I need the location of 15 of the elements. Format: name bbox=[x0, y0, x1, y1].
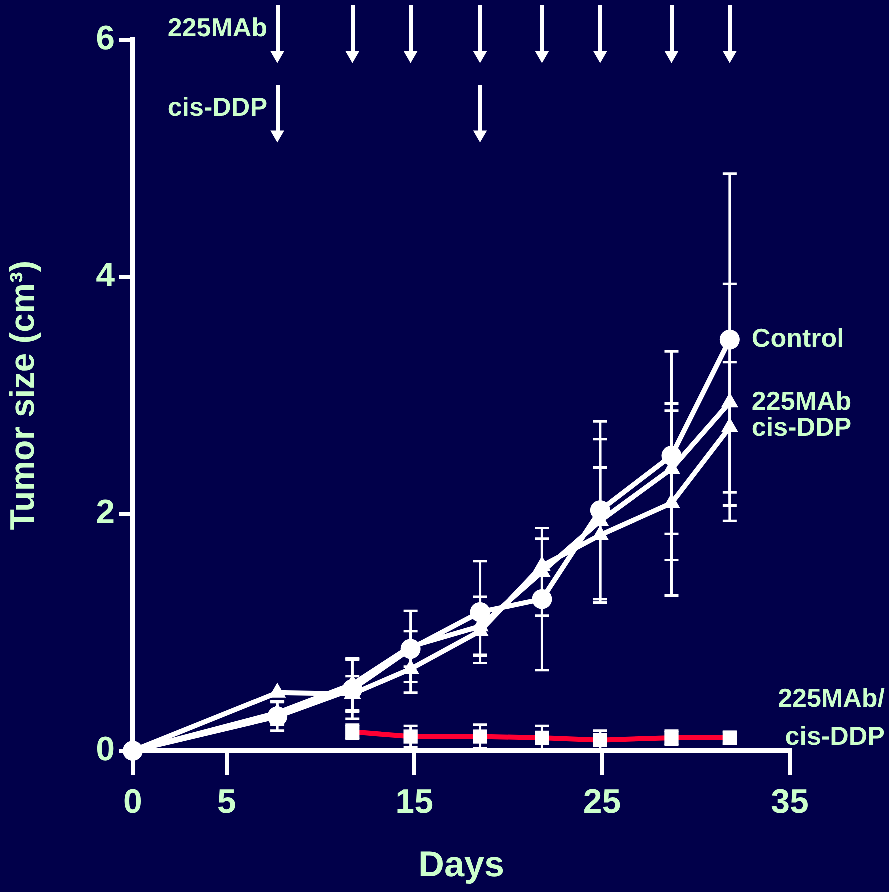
y-tick-label: 0 bbox=[96, 730, 115, 768]
y-axis-title: Tumor size (cm³) bbox=[4, 260, 42, 530]
series-label: 225MAb/cis-DDP bbox=[778, 683, 885, 752]
x-tick-label: 5 bbox=[217, 782, 236, 821]
y-tick-label: 2 bbox=[96, 493, 115, 532]
annotation: 225MAb bbox=[168, 12, 268, 43]
y-tick-label: 4 bbox=[96, 256, 116, 294]
series-label: Control bbox=[752, 322, 844, 353]
annotation: cis-DDP bbox=[168, 92, 268, 122]
x-tick-label: 35 bbox=[771, 782, 809, 821]
x-tick-label: 25 bbox=[583, 782, 622, 821]
x-tick-label: 15 bbox=[396, 782, 434, 821]
y-tick-label: 6 bbox=[96, 19, 115, 58]
x-tick-label: 0 bbox=[124, 782, 142, 821]
x-axis-title: Days bbox=[418, 843, 505, 884]
